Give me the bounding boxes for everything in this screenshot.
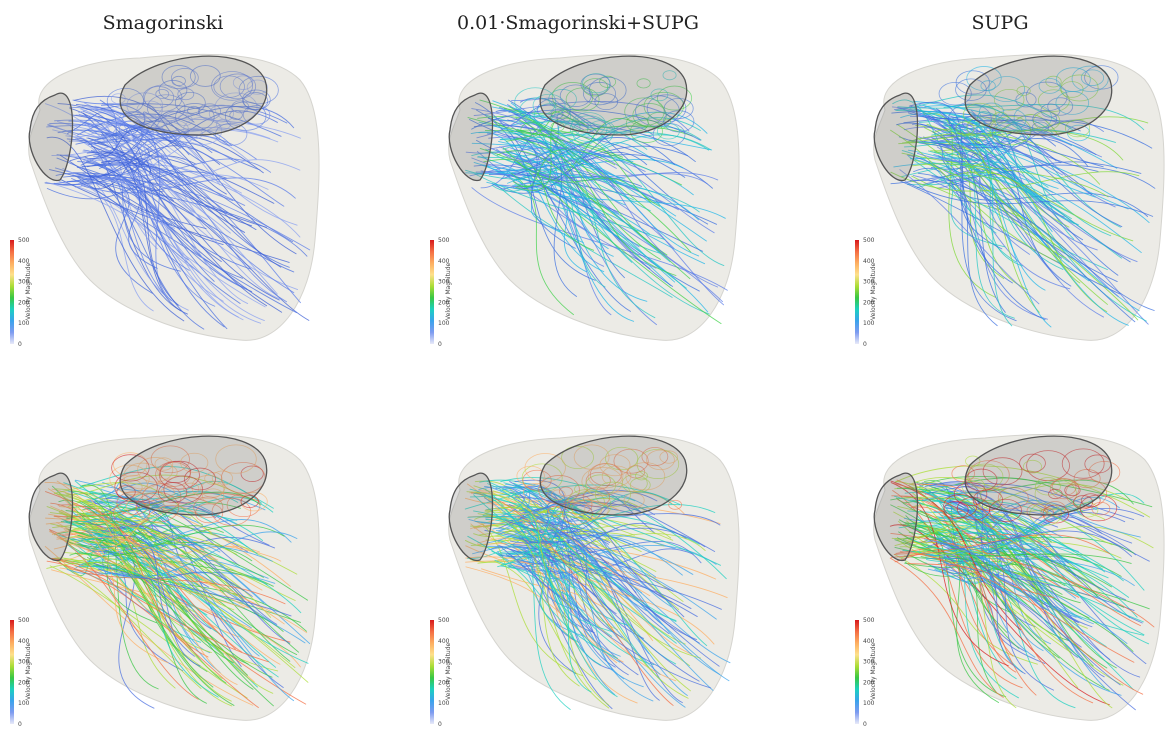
colorbar-title: Velocity Magnitude	[445, 262, 452, 320]
colorbar-tick: 100	[863, 700, 875, 707]
colorbar-tick: 400	[863, 258, 875, 265]
col-title-3: SUPG	[971, 12, 1029, 34]
heart-panel-r2-c3: 500 400 300 200 100 0 Velocity Magnitude	[845, 420, 1170, 734]
colorbar-tick: 300	[438, 279, 450, 286]
colorbar-title: Velocity Magnitude	[870, 642, 877, 700]
mitral-valve-outline	[964, 55, 1113, 136]
aortic-valve-outline	[28, 472, 74, 561]
col-title-1: Smagorinski	[102, 12, 224, 34]
heart-panel-r1-c1: 500 400 300 200 100 0 Velocity Magnitude	[0, 40, 325, 354]
colorbar: 500 400 300 200 100 0 Velocity Magnitude	[855, 617, 877, 728]
colorbar-tick: 200	[438, 299, 450, 306]
heart-wall	[28, 53, 320, 341]
colorbar-tick: 500	[863, 237, 875, 244]
colorbar-tick: 400	[438, 638, 450, 645]
colorbar-tick: 100	[438, 320, 450, 327]
colorbar-tick: 200	[18, 299, 30, 306]
heart-panel-r2-c1: 500 400 300 200 100 0 Velocity Magnitude	[0, 420, 325, 734]
colorbar: 500 400 300 200 100 0 Velocity Magnitude	[10, 237, 32, 348]
streamlines	[465, 70, 728, 326]
colorbar-tick: 100	[863, 320, 875, 327]
colorbar-tick: 400	[438, 258, 450, 265]
colorbar-tick: 300	[18, 659, 30, 666]
streamlines	[464, 444, 731, 710]
aortic-valve-outline	[28, 92, 74, 181]
colorbar-tick: 100	[18, 320, 30, 327]
colorbar: 500 400 300 200 100 0 Velocity Magnitude	[10, 617, 32, 728]
streamlines	[44, 65, 311, 330]
colorbar-tick: 500	[18, 617, 30, 624]
aortic-valve-outline	[448, 92, 494, 181]
heart-panel-r2-c2: 500 400 300 200 100 0 Velocity Magnitude	[420, 420, 745, 734]
streamlines	[889, 448, 1155, 711]
colorbar-tick: 400	[18, 258, 30, 265]
heart-panel-r1-c2: 500 400 300 200 100 0 Velocity Magnitude	[420, 40, 745, 354]
colorbar-title: Velocity Magnitude	[25, 262, 32, 320]
colorbar-tick: 0	[863, 341, 867, 348]
colorbar-title: Velocity Magnitude	[870, 262, 877, 320]
colorbar-title: Velocity Magnitude	[25, 642, 32, 700]
aortic-valve-outline	[873, 92, 919, 181]
colorbar-tick: 0	[18, 721, 22, 728]
colorbar-tick: 500	[863, 617, 875, 624]
colorbar-tick: 300	[18, 279, 30, 286]
colorbar: 500 400 300 200 100 0 Velocity Magnitude	[430, 617, 452, 728]
streamlines	[890, 65, 1156, 328]
col-title-2: 0.01·Smagorinski+SUPG	[457, 12, 699, 34]
colorbar-tick: 100	[438, 700, 450, 707]
aortic-valve-outline	[873, 472, 919, 561]
colorbar-tick: 500	[438, 617, 450, 624]
colorbar: 500 400 300 200 100 0 Velocity Magnitude	[430, 237, 452, 348]
colorbar-tick: 100	[18, 700, 30, 707]
colorbar: 500 400 300 200 100 0 Velocity Magnitude	[855, 237, 877, 348]
colorbar-tick: 200	[18, 679, 30, 686]
colorbar-tick: 300	[863, 279, 875, 286]
mitral-valve-outline	[119, 435, 268, 516]
mitral-valve-outline	[539, 55, 688, 136]
colorbar-tick: 200	[863, 679, 875, 686]
colorbar-tick: 0	[438, 341, 442, 348]
mitral-valve-outline	[539, 435, 688, 516]
colorbar-tick: 500	[18, 237, 30, 244]
colorbar-tick: 0	[863, 721, 867, 728]
aortic-valve-outline	[448, 472, 494, 561]
colorbar-tick: 400	[863, 638, 875, 645]
mitral-valve-outline	[119, 55, 268, 136]
colorbar-tick: 0	[18, 341, 22, 348]
colorbar-tick: 500	[438, 237, 450, 244]
streamlines	[44, 444, 311, 709]
colorbar-tick: 400	[18, 638, 30, 645]
heart-panel-r1-c3: 500 400 300 200 100 0 Velocity Magnitude	[845, 40, 1170, 354]
colorbar-tick: 300	[863, 659, 875, 666]
colorbar-tick: 200	[438, 679, 450, 686]
colorbar-tick: 300	[438, 659, 450, 666]
mitral-valve-outline	[964, 435, 1113, 516]
colorbar-title: Velocity Magnitude	[445, 642, 452, 700]
colorbar-tick: 200	[863, 299, 875, 306]
colorbar-tick: 0	[438, 721, 442, 728]
